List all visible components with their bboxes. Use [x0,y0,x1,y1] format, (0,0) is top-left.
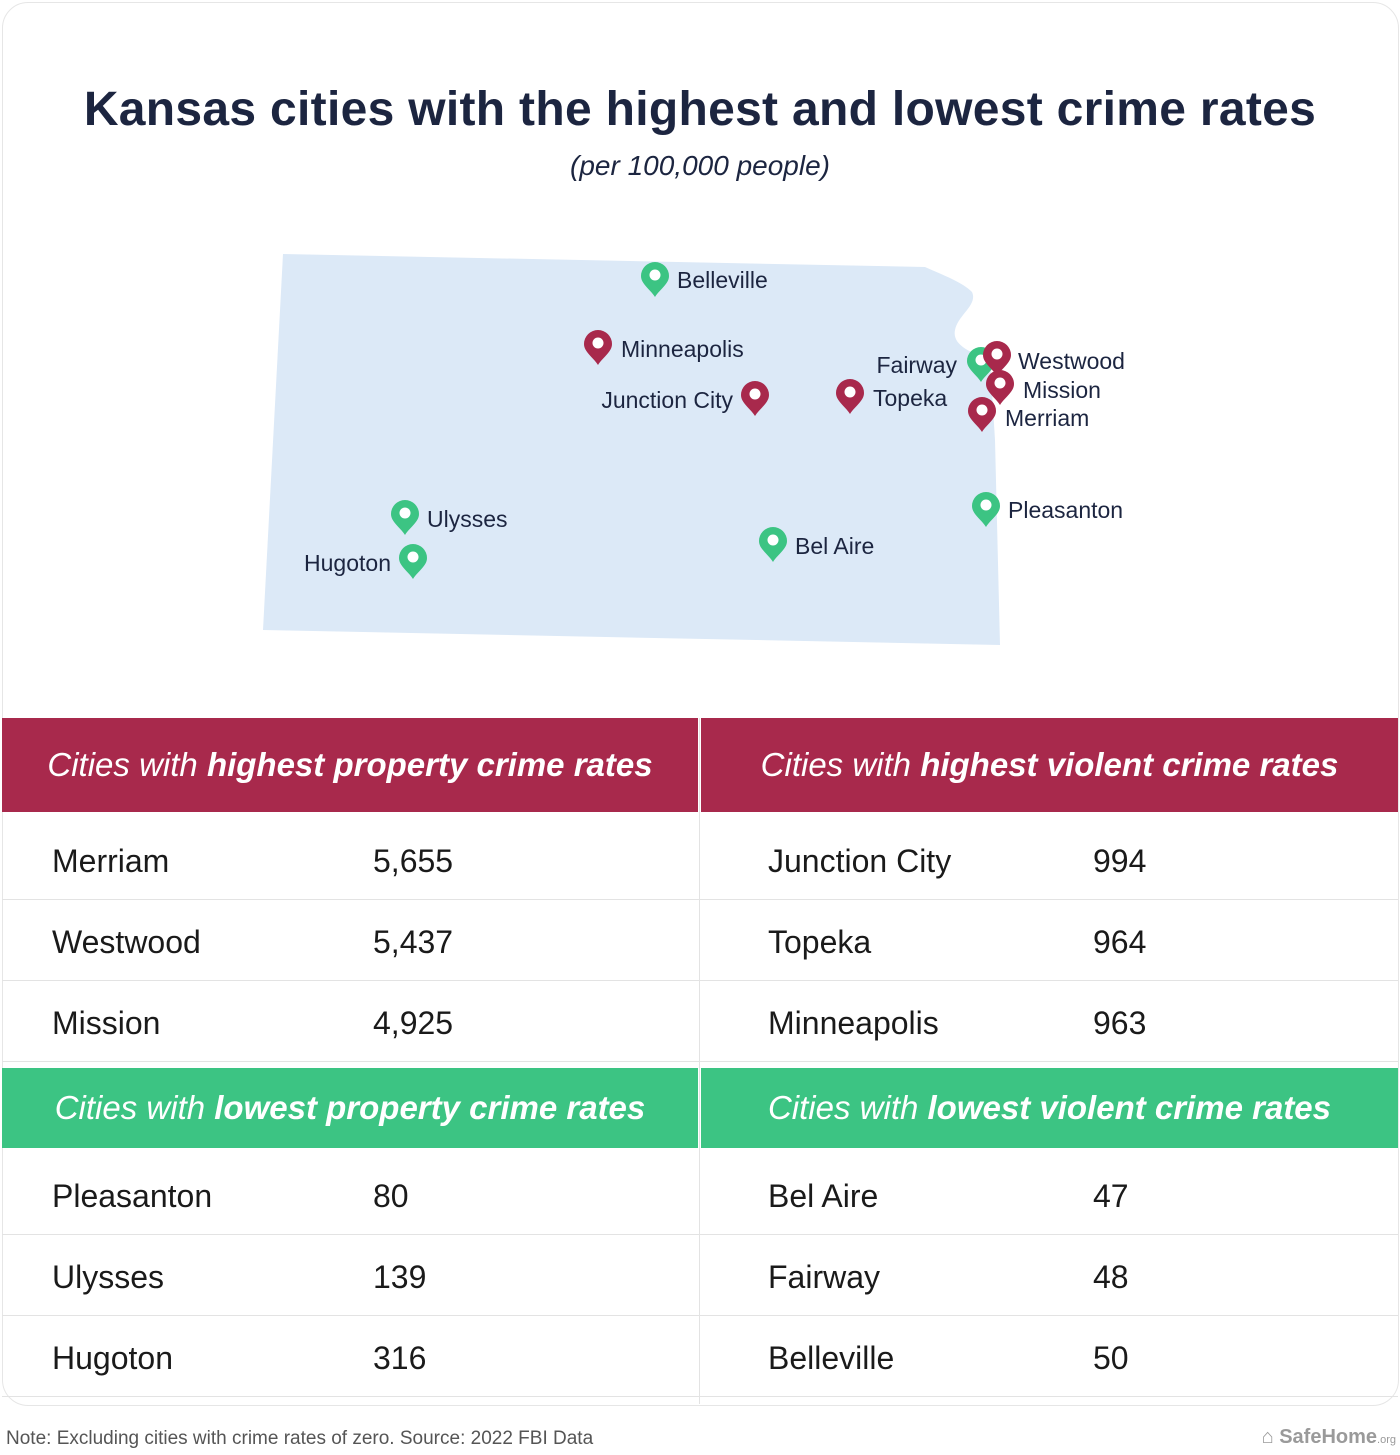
map-pins: Belleville Minneapolis Junction City Topeka… [304,262,1125,579]
table-row: Minneapolis 963 [700,981,1398,1062]
crime-rate-value: 50 [1093,1340,1129,1376]
infographic-card [2,2,1399,1406]
map-label-minneapolis: Minneapolis [621,336,744,362]
city-name: Ulysses [52,1259,165,1295]
map-pin-ulysses [391,500,419,535]
brand-name: SafeHome [1279,1426,1378,1448]
map-pin-bel-aire [759,527,787,562]
table-row: Mission 4,925 [2,981,699,1062]
map-pin-merriam [968,397,996,432]
header-lowest-property: Cities with lowest property crime rates [2,1068,698,1148]
map-pin-topeka [836,379,864,414]
map-label-mission: Mission [1023,377,1101,403]
crime-rate-value: 80 [373,1178,409,1214]
column-divider [699,718,700,1404]
city-name: Hugoton [52,1340,173,1376]
header-highest-violent: Cities with highest violent crime rates [701,718,1398,812]
map-label-pleasanton: Pleasanton [1008,497,1123,523]
map-pin-hugoton [399,544,427,579]
crime-rate-value: 48 [1093,1259,1129,1295]
crime-rate-value: 139 [373,1259,427,1295]
crime-rate-value: 316 [373,1340,427,1376]
pin-center-dot [592,337,604,349]
city-name: Minneapolis [768,1005,939,1041]
map-pin-junction-city [741,381,769,416]
header-bold: highest violent crime rates [920,746,1339,783]
crime-rate-value: 964 [1093,924,1147,960]
map-label-junction-city: Junction City [601,387,733,413]
table-row: Fairway 48 [700,1235,1398,1316]
map-label-topeka: Topeka [873,385,947,411]
pin-center-dot [994,377,1006,389]
table-row: Westwood 5,437 [2,900,699,981]
header-highest-property: Cities with highest property crime rates [2,718,698,812]
page-subtitle: (per 100,000 people) [570,150,830,181]
header-prefix: Cities with [767,1089,919,1126]
city-name: Belleville [768,1340,895,1376]
page-title: Kansas cities with the highest and lowes… [83,83,1317,136]
table-row: Ulysses 139 [2,1235,699,1316]
header-bold: lowest property crime rates [214,1089,646,1126]
map-label-merriam: Merriam [1005,405,1089,431]
header-bold: lowest violent crime rates [927,1089,1332,1126]
home-icon: ⌂ [1261,1426,1274,1448]
table-row: Junction City 994 [700,819,1398,900]
pin-center-dot [407,551,419,563]
header-prefix: Cities with [54,1089,206,1126]
kansas-map: Belleville Minneapolis Junction City Topeka… [263,254,1125,645]
city-name: Topeka [768,924,872,960]
crime-rate-value: 963 [1093,1005,1147,1041]
crime-rate-value: 5,655 [373,843,454,879]
header-prefix: Cities with [47,746,198,783]
table-row: Bel Aire 47 [700,1154,1398,1235]
city-name: Fairway [768,1259,881,1295]
kansas-state-shape [263,254,1000,645]
city-name: Bel Aire [768,1178,879,1214]
table-row: Pleasanton 80 [2,1154,699,1235]
crime-rate-value: 994 [1093,843,1147,879]
crime-rate-value: 5,437 [373,924,454,960]
map-pin-westwood [983,341,1011,376]
table-row: Merriam 5,655 [2,819,699,900]
map-label-fairway: Fairway [876,352,957,378]
city-name: Westwood [52,924,201,960]
header-bold: highest property crime rates [206,746,653,783]
map-pin-minneapolis [584,330,612,365]
crime-rate-value: 47 [1093,1178,1129,1214]
map-pin-mission [986,370,1014,405]
pin-center-dot [767,534,779,546]
brand-logo: ⌂ SafeHome.org [1262,1426,1396,1449]
brand-suffix: .org [1377,1434,1396,1446]
crime-rate-value: 4,925 [373,1005,454,1041]
pin-center-dot [399,507,411,519]
pin-center-dot [749,388,761,400]
footnote: Note: Excluding cities with crime rates … [6,1428,594,1449]
header-prefix: Cities with [760,746,912,783]
pin-center-dot [980,499,992,511]
map-pin-belleville [641,262,669,297]
table-row: Belleville 50 [700,1316,1398,1397]
map-label-hugoton: Hugoton [304,550,391,576]
map-label-westwood: Westwood [1018,348,1125,374]
city-name: Pleasanton [52,1178,213,1214]
map-label-belleville: Belleville [677,267,768,293]
map-label-ulysses: Ulysses [427,506,508,532]
pin-center-dot [649,269,661,281]
header-lowest-violent: Cities with lowest violent crime rates [701,1068,1398,1148]
city-name: Junction City [768,843,952,879]
pin-center-dot [844,386,856,398]
pin-center-dot [991,348,1003,360]
table-row: Topeka 964 [700,900,1398,981]
city-name: Mission [52,1005,161,1041]
city-name: Merriam [52,843,170,879]
map-pin-pleasanton [972,492,1000,527]
table-row: Hugoton 316 [2,1316,699,1397]
pin-center-dot [976,404,988,416]
map-label-bel-aire: Bel Aire [795,533,874,559]
